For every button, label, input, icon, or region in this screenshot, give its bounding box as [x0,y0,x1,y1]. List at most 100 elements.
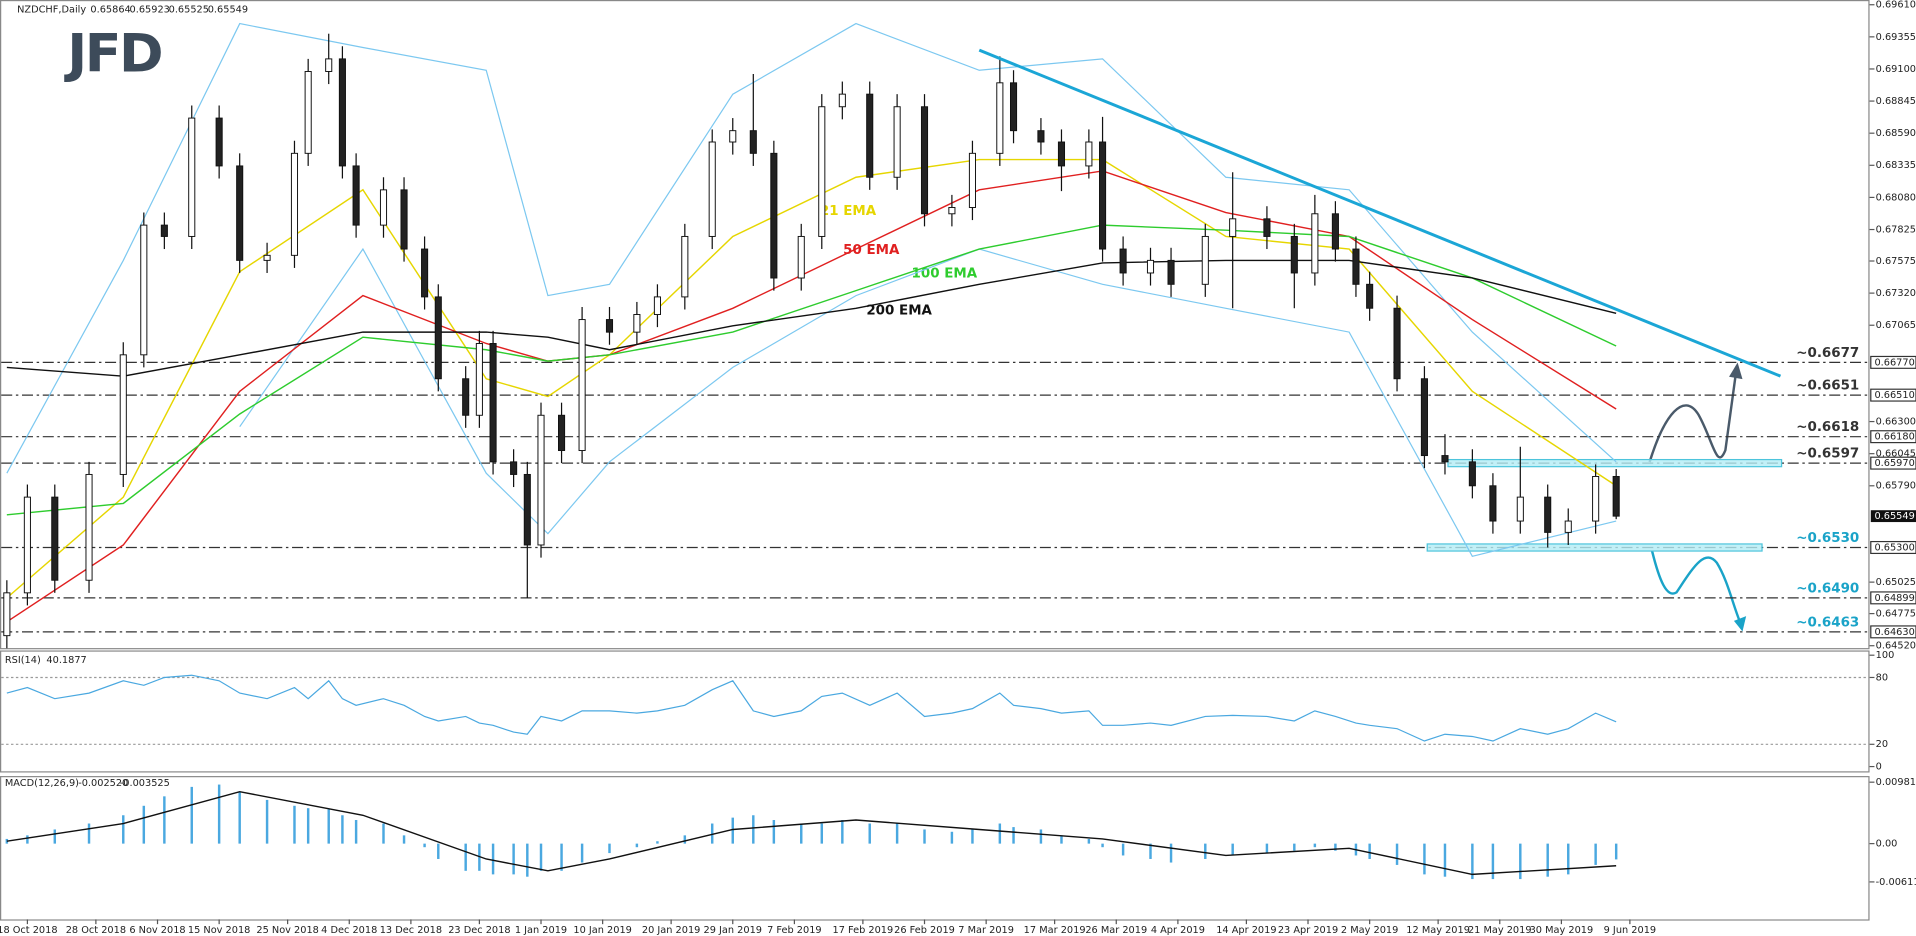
macd-bar [683,835,687,844]
macd-bar [1012,827,1015,844]
candle-body [866,93,874,178]
macd-bar [5,838,9,844]
macd-bar [1265,843,1269,854]
macd-bar [1334,843,1337,851]
candle-body [578,319,586,452]
macd-bar [382,823,385,844]
axis-price-label: 0.66770 [1874,357,1914,368]
macd-bar [163,796,166,844]
macd-bar [26,835,29,844]
macd-bar [526,843,529,877]
ema-line [6,158,1617,599]
candle-body [1564,520,1572,533]
x-tick-label: 9 Jun 2019 [1604,925,1656,936]
rsi-readout: 40.1877 [46,655,86,666]
candle-body [51,496,59,581]
candle-body [160,224,168,237]
candle-body [1085,141,1093,167]
candle-body [920,106,929,215]
macd-bar [265,799,269,844]
level-zone [1447,458,1783,468]
current-price-box [1870,510,1916,523]
y-tick-label: 0.67825 [1876,225,1916,236]
x-tick-label: 26 Feb 2019 [894,925,955,936]
candle-body [797,235,805,279]
candle-body [400,189,408,250]
candle-body [1057,141,1066,167]
macd-bar [1121,843,1125,856]
chart-title: NZDCHF,Daily [17,5,86,16]
candle-body [23,496,31,594]
macd-bar [656,841,659,844]
candle-body [1420,378,1428,457]
axis-price-label: 0.64899 [1874,593,1914,604]
ema-line [6,170,1617,623]
candle-body [263,254,271,261]
x-tick-label: 7 Feb 2019 [767,925,822,936]
macd-bar [635,843,639,848]
macd-bar [1491,843,1495,880]
macd-bar [1039,829,1043,844]
level-label: ~0.6651 [1796,379,1859,394]
x-tick-label: 12 May 2019 [1406,925,1470,936]
x-tick-label: 20 Jan 2019 [642,925,700,936]
candle-body [1366,283,1374,309]
ema-label: 21 EMA [820,204,877,219]
axis-price-box [1870,430,1916,444]
candle-body [523,473,531,546]
y-tick-label: -0.006114 [1876,877,1916,888]
candle-body [489,343,497,463]
bollinger-lower [239,247,1617,557]
candle-body [653,296,661,316]
candle-body [188,117,196,237]
candle-body [1290,235,1298,274]
candle-body [1263,218,1271,237]
macd-bar [868,823,871,844]
y-tick-label: 0.67065 [1876,320,1916,331]
trendline [978,48,1782,378]
macd-bar [1149,843,1152,859]
x-tick-label: 17 Feb 2019 [833,925,894,936]
macd-bar [772,820,776,844]
candle-body [352,165,360,226]
y-tick-label: 0.66300 [1876,417,1916,428]
macd-bar [306,808,310,844]
macd-readout: -0.003525 [120,778,170,789]
macd-bar [998,823,1002,844]
ema-line [6,259,1617,377]
x-tick-label: 10 Jan 2019 [573,925,631,936]
macd-bar [950,831,954,844]
x-tick-label: 4 Dec 2018 [321,925,377,936]
x-tick-label: 25 Nov 2018 [256,925,318,936]
level-label: ~0.6618 [1796,420,1859,435]
candle-body [338,58,346,167]
candle-body [1331,213,1339,250]
x-tick-label: 23 Dec 2018 [448,925,510,936]
candle-body [462,378,470,416]
y-tick-label: 0.64775 [1876,609,1916,620]
macd-bar [1087,838,1091,844]
axis-price-box [1870,591,1916,605]
macd-bar [217,784,221,844]
y-tick-label: 0.69100 [1876,64,1916,75]
macd-bar [190,786,193,844]
macd-bar [560,843,563,871]
y-tick-label: 100 [1876,650,1895,661]
macd-bar [1614,843,1618,860]
candle-body [681,235,689,298]
macd-bar [1204,843,1207,859]
y-tick-label: 0 [1876,762,1882,773]
logo: JFD [64,24,162,84]
macd-bar [1293,843,1296,851]
y-tick-label: 0.68335 [1876,160,1916,171]
macd-bar [1443,843,1447,877]
candle-body [475,343,483,416]
x-tick-label: 6 Nov 2018 [129,925,185,936]
macd-bar [341,815,344,844]
macd-bar [87,823,91,844]
y-tick-label: 80 [1876,673,1888,684]
y-tick-label: 0.64520 [1876,641,1916,652]
candle-body [1393,307,1401,380]
macd-bar [820,823,824,844]
